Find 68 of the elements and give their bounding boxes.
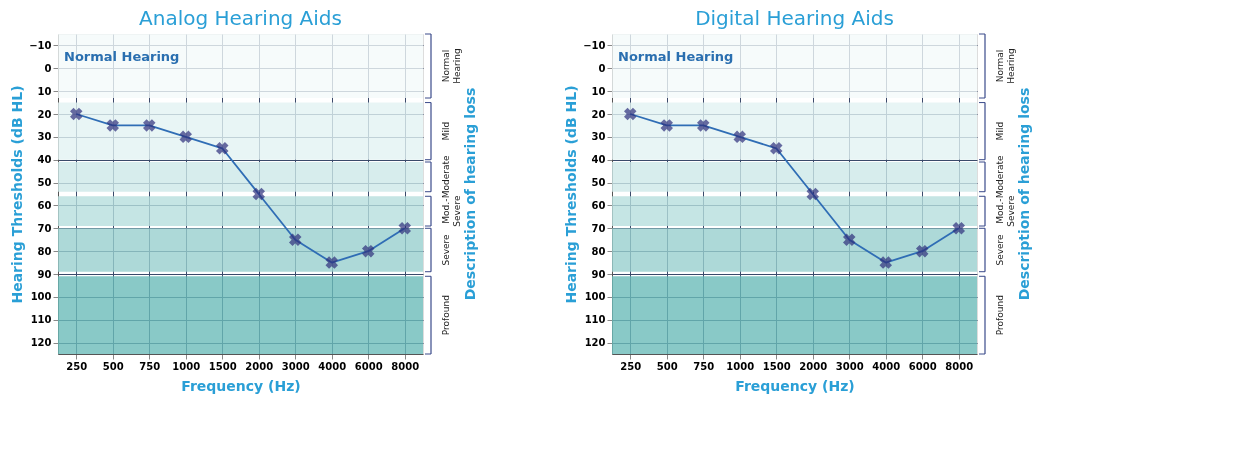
x-tick-label: 1500	[208, 360, 237, 372]
y-tick-label: 30	[37, 131, 52, 143]
y-tick-label: 70	[591, 222, 606, 234]
chart-title: Digital Hearing Aids	[695, 6, 894, 31]
y-tick-label: 30	[591, 131, 606, 143]
band-label: Severe	[441, 233, 451, 266]
x-tick-label: 6000	[354, 360, 383, 372]
x-tick-label: 4000	[318, 360, 347, 372]
band-label: Moderate	[441, 155, 451, 199]
y-tick-label: 20	[37, 108, 52, 120]
band-label: Profound	[441, 295, 451, 336]
band-label: Normal Hearing	[995, 48, 1016, 84]
band-label: Mild	[441, 121, 451, 141]
x-tick-label: 3000	[281, 360, 310, 372]
y-tick-label: 100	[584, 291, 606, 303]
y-tick-label: 110	[30, 314, 52, 326]
y-tick-label: 10	[591, 85, 606, 97]
x-tick-label: 3000	[835, 360, 864, 372]
x-axis-title: Frequency (Hz)	[181, 377, 301, 394]
band-label: Profound	[995, 295, 1005, 336]
x-tick-label: 8000	[945, 360, 974, 372]
x-tick-label: 500	[102, 360, 124, 372]
y-tick-label: 50	[37, 177, 52, 189]
x-tick-label: 4000	[872, 360, 901, 372]
y-tick-label: 60	[591, 199, 606, 211]
y2-axis-title: Description of hearing loss	[462, 87, 478, 301]
x-tick-label: 2000	[245, 360, 274, 372]
y2-axis-title: Description of hearing loss	[1016, 87, 1032, 301]
y-tick-label: 10	[37, 85, 52, 97]
y-tick-label: 40	[591, 154, 606, 166]
y-tick-label: 90	[591, 268, 606, 280]
x-tick-label: 1000	[172, 360, 201, 372]
y-tick-label: 80	[37, 245, 52, 257]
x-tick-label: 250	[620, 360, 642, 372]
x-tick-label: 1000	[726, 360, 755, 372]
x-tick-label: 2000	[799, 360, 828, 372]
x-tick-label: 8000	[391, 360, 420, 372]
band-label: Severe	[995, 233, 1005, 266]
y-tick-label: 90	[37, 268, 52, 280]
x-tick-label: 6000	[908, 360, 937, 372]
y-tick-label: 40	[37, 154, 52, 166]
y-tick-label: 60	[37, 199, 52, 211]
annotation: Normal Hearing	[618, 49, 734, 65]
x-axis-title: Frequency (Hz)	[735, 377, 855, 394]
x-tick-label: 500	[656, 360, 678, 372]
y-tick-label: 80	[591, 245, 606, 257]
band-label: Moderate	[995, 155, 1005, 199]
annotation: Normal Hearing	[64, 49, 180, 65]
band-label: Mild	[995, 121, 1005, 141]
y-tick-label: 120	[30, 337, 52, 349]
x-tick-label: 250	[66, 360, 88, 372]
x-tick-label: 1500	[762, 360, 791, 372]
y-tick-label: 110	[584, 314, 606, 326]
y-tick-label: 20	[591, 108, 606, 120]
y-tick-label: 100	[30, 291, 52, 303]
chart-title: Analog Hearing Aids	[139, 6, 342, 31]
band-label: Normal Hearing	[441, 48, 462, 84]
x-tick-label: 750	[139, 360, 161, 372]
y-tick-label: 120	[584, 337, 606, 349]
y-tick-label: −10	[583, 39, 606, 51]
y-axis-title: Hearing Thresholds (dB HL)	[9, 85, 26, 304]
y-tick-label: 70	[37, 222, 52, 234]
x-tick-label: 750	[693, 360, 715, 372]
y-tick-label: 50	[591, 177, 606, 189]
y-axis-title: Hearing Thresholds (dB HL)	[563, 85, 580, 304]
y-tick-label: 0	[598, 62, 606, 74]
y-tick-label: −10	[29, 39, 52, 51]
y-tick-label: 0	[44, 62, 52, 74]
